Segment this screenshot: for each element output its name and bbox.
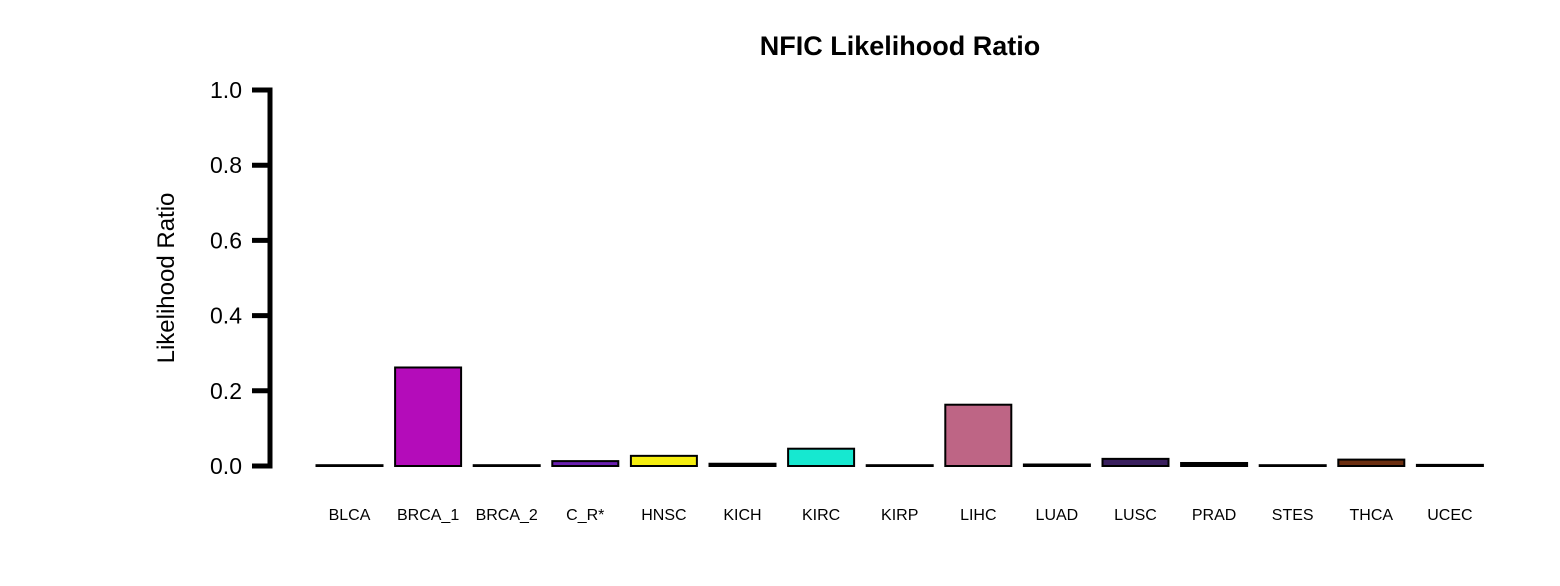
bar-lihc: [944, 403, 1013, 468]
bar-kirp: [865, 464, 934, 468]
x-tick-label: KIRC: [802, 507, 840, 524]
bar-stes: [1258, 464, 1327, 468]
x-tick-label: KICH: [723, 507, 761, 524]
bar-brca-1: [394, 366, 463, 468]
y-tick-label: 0.6: [210, 227, 242, 253]
y-tick-label: 0.8: [210, 152, 242, 178]
bar-ucec: [1415, 463, 1484, 468]
x-tick-label: THCA: [1350, 507, 1394, 524]
x-tick-labels: BLCA BRCA_1 BRCA_2 C_R* HNSC KICH KIRC KIRP LIHC…: [329, 507, 1473, 524]
y-tick-label: 1.0: [210, 77, 242, 103]
x-tick-label: PRAD: [1192, 507, 1236, 524]
x-tick-label: STES: [1272, 507, 1314, 524]
x-tick-label: LUAD: [1036, 507, 1079, 524]
bar-lusc: [1101, 457, 1170, 467]
bar-kich: [708, 462, 777, 467]
x-tick-label: UCEC: [1427, 507, 1472, 524]
x-tick-label: KIRP: [881, 507, 918, 524]
bar-prad: [1180, 461, 1249, 468]
bar-blca: [315, 464, 384, 468]
bar-hnsc: [629, 454, 698, 467]
bar-luad: [1022, 463, 1091, 468]
y-axis-label: Likelihood Ratio: [153, 193, 180, 364]
y-tick-label: 0.0: [210, 453, 242, 479]
x-tick-label: BLCA: [329, 507, 371, 524]
bar-kirc: [787, 447, 856, 468]
bar-brca-2: [472, 464, 541, 468]
x-tick-label: BRCA_2: [476, 507, 538, 524]
x-tick-label: LIHC: [960, 507, 996, 524]
y-tick-label: 0.2: [210, 378, 242, 404]
y-axis: 0.0 0.2 0.4 0.6 0.8 1.0: [210, 77, 273, 479]
x-tick-label: HNSC: [641, 507, 686, 524]
bar-c-r-: [551, 460, 620, 467]
bar-thca: [1337, 458, 1406, 468]
bars: [315, 366, 1484, 468]
x-tick-label: BRCA_1: [397, 507, 459, 524]
chart-title: NFIC Likelihood Ratio: [760, 31, 1041, 61]
x-tick-label: C_R*: [566, 507, 604, 524]
x-tick-label: LUSC: [1114, 507, 1157, 524]
y-tick-label: 0.4: [210, 303, 242, 329]
